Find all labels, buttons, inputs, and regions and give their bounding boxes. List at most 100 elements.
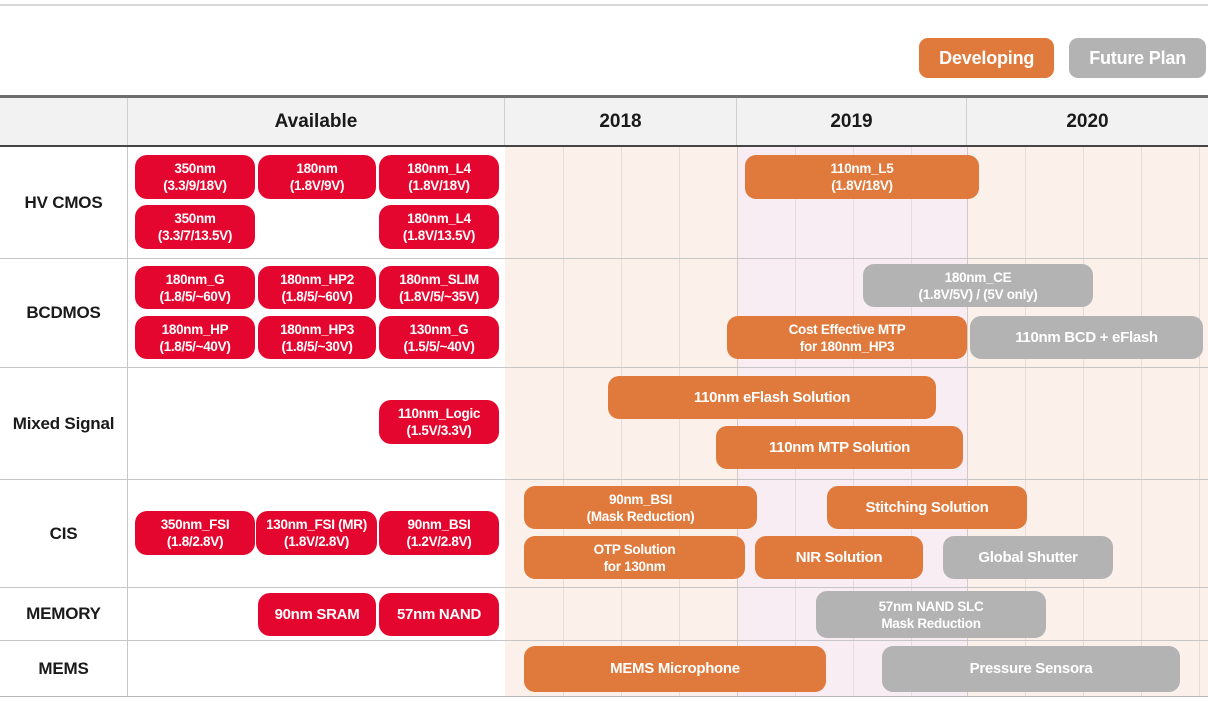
pill-label-line: 180nm_CE — [944, 269, 1012, 285]
roadmap-pill: 130nm_G (1.5/5/~40V) — [379, 316, 499, 359]
roadmap-pill: 110nm_Logic (1.5V/3.3V) — [379, 400, 499, 444]
pill-label-line: (1.8V/18V) — [831, 178, 893, 193]
pill-label-line: for 130nm — [603, 558, 666, 574]
roadmap-pill: 110nm MTP Solution — [716, 426, 963, 469]
roadmap-table: Available 2018 2019 2020 HV CMOS 350nm (3.3/9… — [0, 95, 1208, 697]
pill-label-line: (Mask Reduction) — [586, 508, 695, 524]
roadmap-pill: 180nm_G (1.8/5/~60V) — [135, 266, 255, 309]
roadmap-pill: Stitching Solution — [827, 486, 1027, 529]
roadmap-pill: Cost Effective MTP for 180nm_HP3 — [727, 316, 967, 359]
roadmap-pill: 90nm_BSI (Mask Reduction) — [524, 486, 757, 529]
pill-label-line: 180nm_G — [165, 271, 225, 287]
roadmap-pill: 57nm NAND SLC Mask Reduction — [816, 591, 1046, 638]
roadmap-pill: 180nm_L4 (1.8V/13.5V) — [379, 205, 499, 249]
header-cell-2019: 2019 — [737, 98, 967, 145]
quarter-gridline — [911, 147, 912, 697]
quarter-gridline — [795, 147, 796, 697]
pill-label-line: 180nm_L4 — [407, 161, 471, 176]
legend: Developing Future Plan — [919, 38, 1206, 78]
pill-label-line: 90nm SRAM — [274, 605, 360, 623]
roadmap-pill: 180nm_HP (1.8/5/~40V) — [135, 316, 255, 359]
table-row-mems: MEMS MEMS Microphone Pressure Sensora — [0, 641, 1208, 697]
roadmap-pill: MEMS Microphone — [524, 646, 826, 692]
pill-label-line: Pressure Sensora — [969, 660, 1093, 677]
roadmap-pill: 350nm (3.3/7/13.5V) — [135, 205, 255, 249]
pill-label-line: OTP Solution — [593, 541, 676, 557]
roadmap-pill: OTP Solution for 130nm — [524, 536, 745, 579]
roadmap-pill: 180nm_HP2 (1.8/5/~60V) — [258, 266, 376, 309]
pill-label-line: 180nm_SLIM — [399, 271, 479, 287]
header-cell-available: Available — [128, 98, 505, 145]
pill-label-line: Mask Reduction — [881, 615, 981, 631]
quarter-gridline — [679, 147, 680, 697]
row-label: MEMORY — [0, 588, 128, 640]
pill-label-line: (1.8/5/~60V) — [281, 288, 353, 304]
table-body: HV CMOS 350nm (3.3/9/18V) 180nm (1.8V/9V) 180… — [0, 147, 1208, 697]
pill-label-line: (1.8/5/~60V) — [159, 288, 231, 304]
pill-label-line: 130nm_G — [409, 321, 469, 337]
pill-label-line: NIR Solution — [795, 548, 883, 566]
pill-label-line: 350nm — [174, 161, 216, 176]
pill-label-line: 57nm NAND — [397, 605, 481, 623]
pill-label-line: 130nm_FSI (MR) — [266, 517, 367, 532]
roadmap-pill: 90nm_BSI (1.2V/2.8V) — [379, 511, 499, 555]
table-header: Available 2018 2019 2020 — [0, 95, 1208, 147]
pill-label-line: 350nm — [174, 211, 216, 226]
quarter-gridline — [621, 147, 622, 697]
row-label: Mixed Signal — [0, 368, 128, 479]
quarter-gridline — [967, 147, 968, 697]
roadmap-pill: Global Shutter — [943, 536, 1113, 579]
pill-label-line: 90nm_BSI — [407, 517, 471, 532]
pill-label-line: (1.8V/2.8V) — [284, 534, 349, 549]
roadmap-pill: 180nm (1.8V/9V) — [258, 155, 376, 199]
pill-label-line: MEMS Microphone — [610, 660, 740, 677]
row-label: BCDMOS — [0, 259, 128, 367]
table-row-hv-cmos: HV CMOS 350nm (3.3/9/18V) 180nm (1.8V/9V) 180… — [0, 147, 1208, 259]
quarter-gridline — [1199, 147, 1200, 697]
pill-label-line: (1.5V/3.3V) — [406, 423, 472, 438]
row-label: CIS — [0, 480, 128, 587]
header-cell-2018: 2018 — [505, 98, 737, 145]
pill-label-line: 110nm BCD + eFlash — [1015, 328, 1158, 346]
roadmap-pill: Pressure Sensora — [882, 646, 1180, 692]
quarter-gridline — [1141, 147, 1142, 697]
quarter-gridline — [853, 147, 854, 697]
pill-label-line: (1.8V/5V) / (5V only) — [918, 286, 1038, 302]
header-cell-category — [0, 98, 128, 145]
available-area — [129, 641, 505, 696]
pill-label-line: Stitching Solution — [865, 498, 989, 516]
pill-label-line: (1.5/5/~40V) — [403, 338, 475, 354]
pill-label-line: 350nm_FSI — [160, 517, 230, 532]
roadmap-pill: 110nm_L5 (1.8V/18V) — [745, 155, 979, 199]
roadmap-pill: 180nm_HP3 (1.8/5/~30V) — [258, 316, 376, 359]
table-row-cis: CIS 350nm_FSI (1.8/2.8V) 130nm_FSI (MR) (1.8… — [0, 480, 1208, 588]
pill-label-line: for 180nm_HP3 — [799, 338, 895, 354]
pill-label-line: 110nm eFlash Solution — [693, 388, 851, 406]
roadmap-pill: 180nm_L4 (1.8V/18V) — [379, 155, 499, 199]
pill-label-line: (1.8/5/~30V) — [281, 338, 353, 354]
pill-label-line: (1.8V/18V) — [408, 178, 470, 193]
pill-label-line: 110nm_L5 — [830, 161, 894, 176]
roadmap-pill: 350nm_FSI (1.8/2.8V) — [135, 511, 255, 555]
pill-label-line: 110nm_Logic — [397, 406, 481, 421]
quarter-gridline — [1083, 147, 1084, 697]
pill-label-line: (1.8V/13.5V) — [402, 228, 476, 243]
roadmap-pill: 350nm (3.3/9/18V) — [135, 155, 255, 199]
legend-future-pill: Future Plan — [1069, 38, 1206, 78]
pill-label-line: 180nm_L4 — [407, 211, 471, 226]
legend-developing-pill: Developing — [919, 38, 1055, 78]
top-divider — [0, 4, 1208, 6]
header-cell-2020: 2020 — [1066, 110, 1109, 132]
roadmap-pill: 180nm_SLIM (1.8V/5/~35V) — [379, 266, 499, 309]
row-label: MEMS — [0, 641, 128, 696]
roadmap-pill: 130nm_FSI (MR) (1.8V/2.8V) — [256, 511, 377, 555]
pill-label-line: Global Shutter — [978, 548, 1078, 566]
quarter-gridline — [1025, 147, 1026, 697]
roadmap-pill: NIR Solution — [755, 536, 923, 579]
roadmap-pill: 110nm BCD + eFlash — [970, 316, 1203, 359]
pill-label-line: (1.8V/9V) — [289, 178, 345, 193]
quarter-gridline — [563, 147, 564, 697]
roadmap-pill: 57nm NAND — [379, 593, 499, 636]
roadmap-pill: 180nm_CE (1.8V/5V) / (5V only) — [863, 264, 1093, 307]
